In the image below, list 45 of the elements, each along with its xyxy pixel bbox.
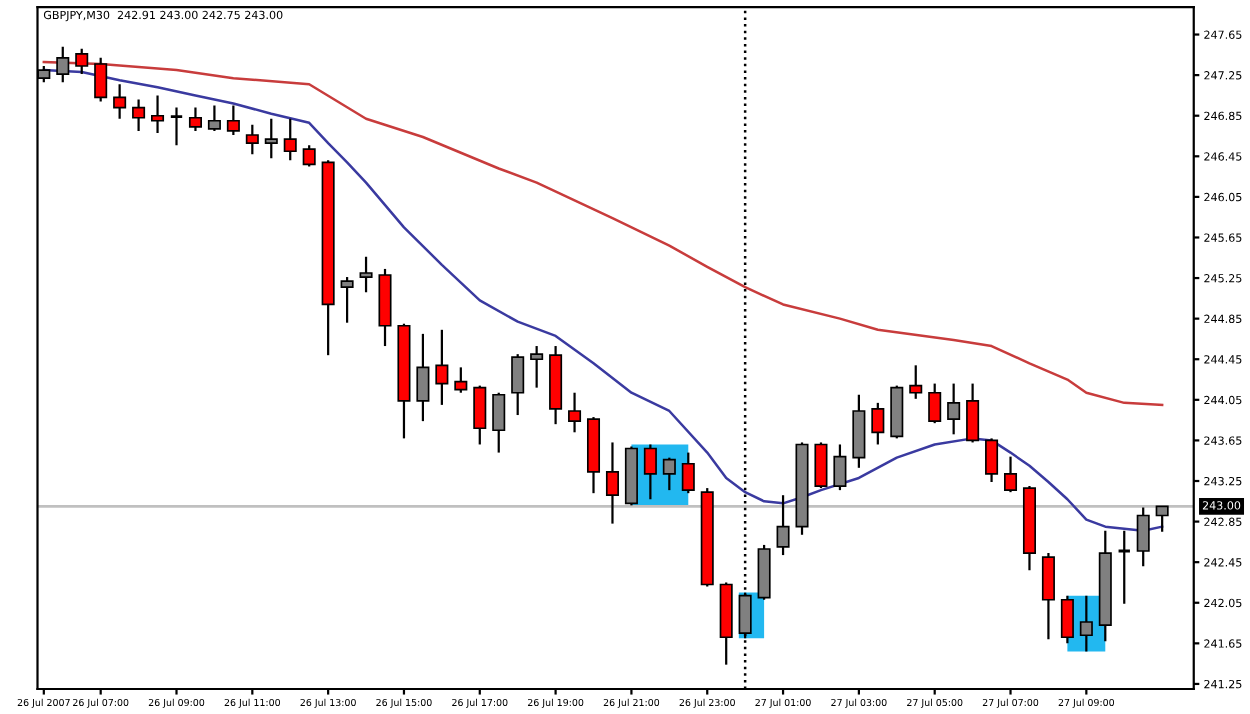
candlestick xyxy=(435,328,449,407)
candlestick xyxy=(207,104,221,133)
candlestick xyxy=(985,437,999,484)
candlestick xyxy=(302,144,316,168)
candlestick xyxy=(1041,551,1055,641)
candlestick xyxy=(151,94,165,135)
candlestick xyxy=(643,443,657,501)
candlestick xyxy=(776,494,790,557)
candlestick xyxy=(359,255,373,294)
candlestick xyxy=(1060,594,1074,645)
candlestick xyxy=(605,441,619,525)
candlestick xyxy=(454,366,468,394)
candlestick xyxy=(188,106,202,133)
candlestick xyxy=(340,275,354,324)
candlestick xyxy=(681,451,695,495)
candlestick xyxy=(511,353,525,417)
line-series xyxy=(42,60,1164,407)
candlestick xyxy=(909,364,923,400)
candlestick xyxy=(871,401,885,446)
candlestick xyxy=(283,117,297,162)
candlestick xyxy=(473,384,487,446)
candlestick xyxy=(132,98,146,133)
candlestick xyxy=(947,382,961,436)
candlestick xyxy=(245,123,259,156)
candlestick xyxy=(852,393,866,469)
candlestick xyxy=(966,382,980,444)
candlestick xyxy=(226,104,240,137)
candlestick xyxy=(416,332,430,423)
candlestick xyxy=(568,391,582,434)
candlestick xyxy=(814,441,828,490)
candlestick xyxy=(1136,506,1150,568)
candlestick xyxy=(169,106,184,147)
candlestick xyxy=(56,45,70,84)
candlestick xyxy=(1003,455,1018,494)
candlestick xyxy=(833,443,847,492)
candlestick xyxy=(1079,594,1093,653)
candlestick xyxy=(530,344,544,389)
candlestick xyxy=(492,391,506,454)
candlestick xyxy=(113,83,127,120)
candlestick xyxy=(1155,505,1169,533)
candlestick xyxy=(94,56,108,103)
candlestick xyxy=(662,456,676,492)
candlestick xyxy=(928,382,942,425)
candlestick xyxy=(75,47,89,76)
candlestick xyxy=(264,117,278,160)
